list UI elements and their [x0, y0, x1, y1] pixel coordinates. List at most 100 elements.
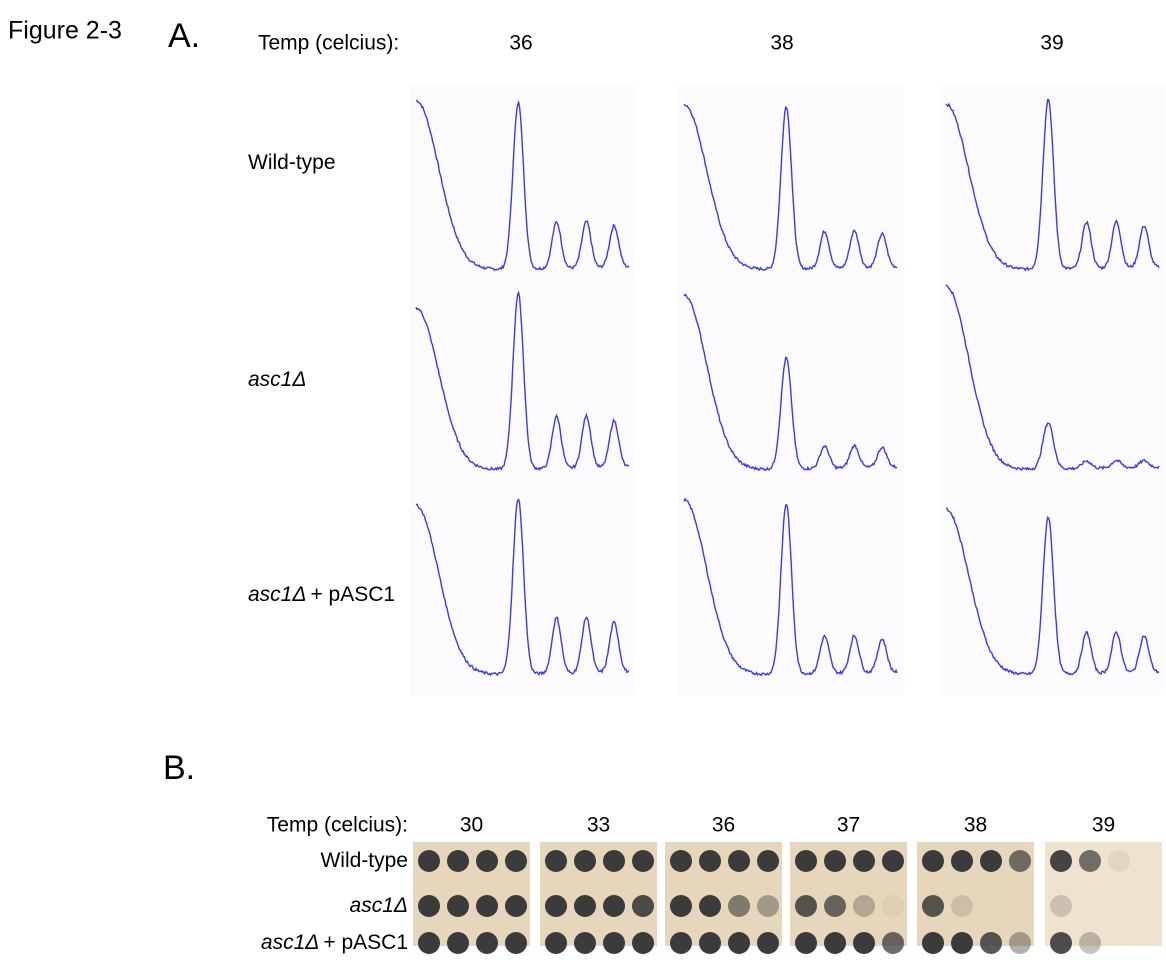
- yeast-spot: [824, 895, 846, 917]
- temp-label: Temp (celcius):: [258, 32, 399, 55]
- profile-background: [410, 490, 635, 695]
- strain-suffix: + pASC1: [323, 931, 408, 954]
- row-label: asc1Δ + pASC1: [261, 931, 408, 954]
- polysome-trace: [683, 293, 898, 472]
- yeast-spot: [980, 850, 1002, 872]
- yeast-spot: [670, 895, 692, 917]
- yeast-spot: [699, 932, 721, 954]
- temp-header: 38: [964, 814, 987, 837]
- yeast-spot: [505, 850, 527, 872]
- yeast-spot: [922, 850, 944, 872]
- yeast-spot: [505, 895, 527, 917]
- yeast-spot: [1079, 850, 1101, 872]
- yeast-spot: [670, 932, 692, 954]
- yeast-spot: [603, 895, 625, 917]
- yeast-spot: [882, 850, 904, 872]
- yeast-spot: [980, 932, 1002, 954]
- yeast-spot: [757, 932, 779, 954]
- temp-header: 37: [837, 814, 860, 837]
- strain-name: asc1Δ: [261, 931, 319, 954]
- yeast-spot: [574, 895, 596, 917]
- yeast-spot: [951, 850, 973, 872]
- yeast-spot: [699, 850, 721, 872]
- profile-background: [410, 285, 635, 490]
- yeast-spot: [670, 850, 692, 872]
- row-label: asc1Δ: [248, 368, 306, 391]
- polysome-trace: [945, 98, 1160, 272]
- yeast-spot: [882, 932, 904, 954]
- yeast-spot: [1079, 932, 1101, 954]
- yeast-spot: [418, 932, 440, 954]
- figure-label: Figure 2-3: [8, 17, 122, 45]
- yeast-spot: [632, 895, 654, 917]
- yeast-spot: [447, 850, 469, 872]
- yeast-spot: [476, 895, 498, 917]
- yeast-spot: [447, 932, 469, 954]
- yeast-spot: [603, 932, 625, 954]
- panel-label: A.: [168, 17, 200, 55]
- yeast-spot: [603, 850, 625, 872]
- yeast-spot: [853, 850, 875, 872]
- yeast-spot: [574, 932, 596, 954]
- polysome-trace: [415, 99, 630, 272]
- yeast-spot: [882, 895, 904, 917]
- yeast-spot: [632, 932, 654, 954]
- yeast-spot: [853, 932, 875, 954]
- yeast-spot: [824, 850, 846, 872]
- profile-background: [940, 285, 1165, 490]
- yeast-spot: [505, 932, 527, 954]
- yeast-spot: [418, 895, 440, 917]
- yeast-spot: [1050, 932, 1072, 954]
- row-label: Wild-type: [248, 151, 336, 174]
- yeast-spot: [1108, 850, 1130, 872]
- profile-background: [940, 85, 1165, 290]
- yeast-spot: [795, 932, 817, 954]
- profile-background: [940, 490, 1165, 695]
- polysome-trace: [683, 497, 898, 677]
- yeast-spot: [1050, 850, 1072, 872]
- yeast-spot: [728, 850, 750, 872]
- polysome-trace: [415, 498, 630, 677]
- row-label: asc1Δ + pASC1: [248, 583, 395, 606]
- temp-header: 38: [770, 32, 793, 55]
- row-label: Wild-type: [320, 849, 408, 872]
- temp-header: 39: [1040, 32, 1063, 55]
- yeast-spot: [1009, 932, 1031, 954]
- yeast-spot: [545, 932, 567, 954]
- yeast-spot: [728, 932, 750, 954]
- polysome-trace: [683, 103, 898, 272]
- yeast-spot: [824, 932, 846, 954]
- yeast-spot: [922, 932, 944, 954]
- yeast-spot: [951, 932, 973, 954]
- panel-label: B.: [163, 749, 195, 787]
- yeast-spot: [1009, 850, 1031, 872]
- yeast-spot: [699, 895, 721, 917]
- temp-header: 30: [460, 814, 483, 837]
- yeast-spot: [545, 895, 567, 917]
- yeast-spot: [757, 895, 779, 917]
- yeast-spot: [795, 850, 817, 872]
- yeast-spot: [728, 895, 750, 917]
- yeast-spot: [476, 932, 498, 954]
- polysome-trace: [945, 507, 1160, 676]
- yeast-spot: [632, 850, 654, 872]
- yeast-spot: [795, 895, 817, 917]
- strain-name: asc1Δ: [350, 894, 408, 917]
- polysome-trace: [415, 290, 630, 472]
- row-label: asc1Δ: [350, 894, 408, 917]
- yeast-spot: [545, 850, 567, 872]
- yeast-spot: [951, 895, 973, 917]
- yeast-spot: [922, 895, 944, 917]
- temp-label: Temp (celcius):: [267, 814, 408, 837]
- temp-header: 33: [587, 814, 610, 837]
- temp-header: 39: [1092, 814, 1115, 837]
- temp-header: 36: [509, 32, 532, 55]
- profile-background: [678, 490, 903, 695]
- yeast-spot: [757, 850, 779, 872]
- strain-name: asc1Δ: [248, 583, 306, 606]
- yeast-spot: [418, 850, 440, 872]
- yeast-spot: [1050, 895, 1072, 917]
- polysome-trace: [945, 284, 1160, 472]
